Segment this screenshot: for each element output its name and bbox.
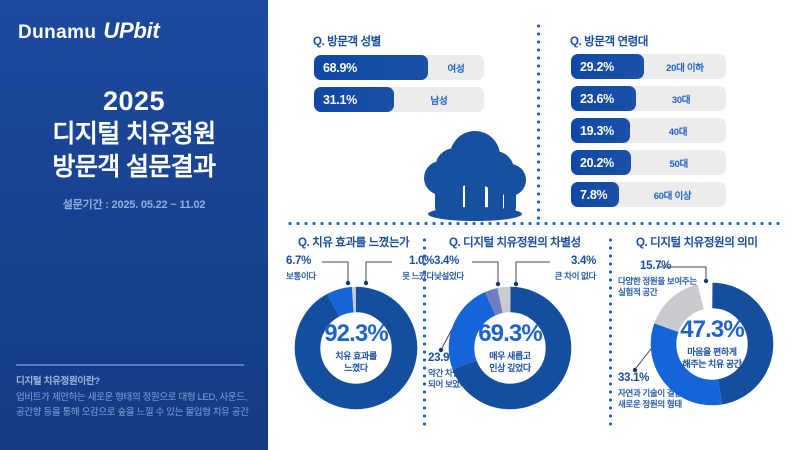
- tree-cluster-icon: [424, 131, 526, 221]
- callout-text-line1: 약간 차별화: [428, 367, 468, 378]
- bar-row: 7.8% 60대 이상: [571, 182, 726, 207]
- brand-logo: Dunamu UPbit: [18, 18, 160, 44]
- callout-percent: 33.1%: [618, 372, 650, 384]
- donut-ring: [650, 282, 774, 406]
- callout-percent: 3.4%: [570, 255, 596, 267]
- age-chart-title: Q. 방문객 연령대: [570, 36, 649, 48]
- bar-row: 29.2% 20대 이하: [571, 54, 726, 79]
- bar-value: 20.2%: [580, 155, 614, 170]
- footnote-heading: 디지털 치유정원이란?: [16, 376, 100, 387]
- footnote-divider: [16, 364, 244, 366]
- callout-text: 큰 차이 없다: [554, 270, 597, 281]
- bar-fill: 20.2%: [571, 150, 632, 175]
- donut-ring: [448, 286, 572, 410]
- hero-line-1: 디지털 치유정원: [52, 119, 216, 148]
- hero-title-block: 2025 디지털 치유정원 방문객 설문결과 설문기간 : 2025. 05.2…: [0, 86, 268, 212]
- logo-dunamu-text: Dunamu: [18, 22, 97, 43]
- hero-survey-period: 설문기간 : 2025. 05.22 ~ 11.02: [62, 198, 206, 211]
- distinctiveness-donut-chart: 3.4% 낯설었다 3.4% 큰 차이 없다 23.9% 약간 차별화 되어 보…: [428, 252, 596, 422]
- callout-text: 못 느꼈다: [402, 270, 434, 281]
- bar-value: 7.8%: [580, 187, 608, 202]
- bar-value: 68.9%: [323, 60, 357, 75]
- callout-text-line1: 자연과 기술이 결합된: [618, 387, 690, 398]
- healing-donut-chart: 6.7% 보통이다 1.0% 못 느꼈다 92.3% 치유 효과를 느꼈다: [286, 252, 434, 422]
- bar-label: 30대: [671, 94, 691, 106]
- donut-callout: 33.1% 자연과 기술이 결합된 새로운 정원의 형태: [618, 372, 690, 411]
- title-panel: Dunamu UPbit 2025 디지털 치유정원 방문객 설문결과 설문기간…: [0, 0, 268, 450]
- callout-text-line2: 새로운 정원의 형태: [618, 399, 682, 410]
- bar-row: 31.1% 남성: [314, 87, 484, 112]
- donut-leader-lines: [322, 261, 392, 286]
- donut-callout: 15.7% 다양한 정원을 보여주는 실험적 공간: [618, 260, 697, 299]
- gender-bar-chart: 68.9% 여성 31.1% 남성: [314, 55, 484, 119]
- callout-text-line2: 실험적 공간: [618, 287, 658, 298]
- bar-value: 19.3%: [580, 123, 614, 138]
- gender-chart-title: Q. 방문객 성별: [313, 36, 381, 48]
- callout-text: 낯설었다: [434, 270, 464, 281]
- callout-text: 다양한 정원을 보여주는 실험적 공간: [618, 276, 697, 299]
- bar-label: 남성: [430, 95, 448, 107]
- logo-upbit-text: UPbit: [103, 18, 160, 43]
- divider-vertical-top: [537, 22, 540, 220]
- definition-footnote: 디지털 치유정원이란? 업비트가 제안하는 새로운 형태의 정원으로 대형 LE…: [16, 364, 254, 420]
- bar-row: 68.9% 여성: [314, 55, 484, 80]
- donut-ring: [294, 286, 418, 410]
- bar-value: 29.2%: [580, 59, 614, 74]
- bar-row: 19.3% 40대: [571, 118, 726, 143]
- bar-value: 31.1%: [323, 92, 357, 107]
- callout-percent: 15.7%: [640, 260, 672, 272]
- hero-line-2: 방문객 설문결과: [52, 152, 216, 181]
- callout-percent: 6.7%: [286, 255, 312, 267]
- divider-vertical-donut-1: [423, 236, 426, 426]
- bar-label: 50대: [669, 158, 689, 170]
- bar-label: 여성: [447, 63, 465, 75]
- bar-fill: 68.9%: [314, 55, 428, 80]
- callout-text: 보통이다: [286, 270, 316, 281]
- callout-text: 약간 차별화 되어 보였다.: [428, 367, 470, 391]
- bar-fill: 31.1%: [314, 87, 394, 112]
- bar-fill: 23.6%: [571, 86, 637, 111]
- callout-percent: 3.4%: [434, 255, 460, 267]
- bar-label: 20대 이하: [666, 62, 704, 74]
- healing-chart-title: Q. 치유 효과를 느꼈는가: [298, 237, 410, 249]
- hero-year: 2025: [102, 86, 166, 116]
- callout-text-line1: 다양한 정원을 보여주는: [618, 275, 697, 286]
- bar-fill: 19.3%: [571, 118, 630, 143]
- donut-callout: 3.4% 낯설었다: [434, 255, 464, 282]
- callout-text-line2: 되어 보였다.: [428, 379, 470, 390]
- bar-label: 40대: [668, 126, 688, 138]
- callout-percent: 1.0%: [408, 255, 434, 267]
- donut-callout: 3.4% 큰 차이 없다: [554, 255, 597, 282]
- bar-row: 23.6% 30대: [571, 86, 726, 111]
- bar-row: 20.2% 50대: [571, 150, 726, 175]
- callout-text: 자연과 기술이 결합된 새로운 정원의 형태: [618, 387, 690, 411]
- bar-fill: 29.2%: [571, 54, 644, 79]
- meaning-donut-chart: 15.7% 다양한 정원을 보여주는 실험적 공간 33.1% 자연과 기술이 …: [618, 252, 793, 427]
- distinctiveness-chart-title: Q. 디지털 치유정원의 차별성: [449, 237, 581, 249]
- age-bar-chart: 29.2% 20대 이하 23.6% 30대 19.3% 40대 20.2% 5…: [571, 54, 726, 214]
- divider-vertical-donut-2: [609, 236, 612, 426]
- meaning-chart-title: Q. 디지털 치유정원의 의미: [636, 237, 758, 249]
- footnote-body: 업비트가 제안하는 새로운 형태의 정원으로 대형 LED, 사운드, 공간향 …: [16, 391, 249, 419]
- divider-horizontal: [286, 222, 784, 225]
- bar-label: 60대 이상: [653, 190, 692, 202]
- bar-value: 23.6%: [580, 91, 614, 106]
- bar-fill: 7.8%: [571, 182, 620, 207]
- donut-callout: 1.0% 못 느꼈다: [402, 255, 434, 282]
- donut-callout: 6.7% 보통이다: [286, 255, 316, 282]
